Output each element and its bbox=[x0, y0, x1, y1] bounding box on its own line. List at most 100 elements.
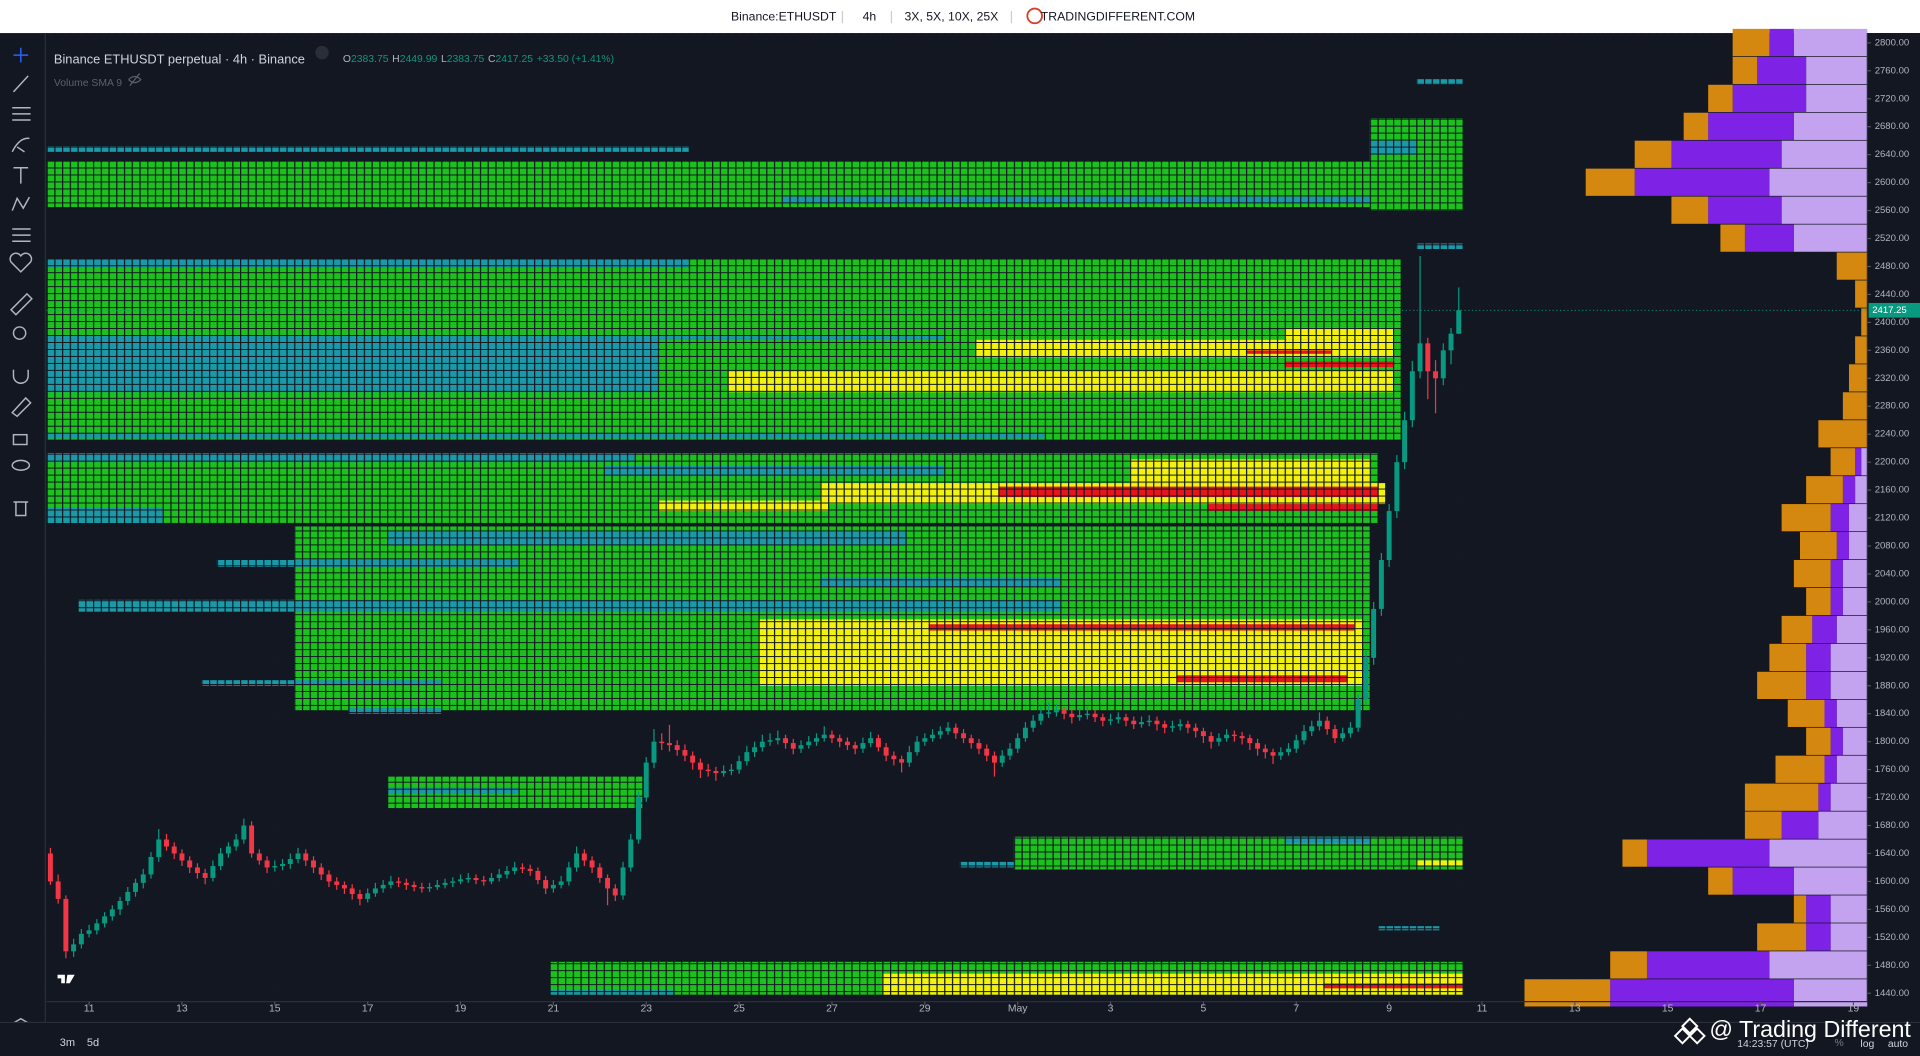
profile-bar bbox=[1708, 196, 1782, 224]
profile-bar bbox=[1806, 587, 1831, 616]
candle-body bbox=[1193, 727, 1199, 732]
drawing-toolbar bbox=[9, 33, 46, 1056]
candle-body bbox=[365, 893, 371, 899]
candle-body bbox=[1262, 748, 1268, 753]
candle-body bbox=[543, 880, 549, 889]
candle-body bbox=[1046, 712, 1052, 714]
candle-body bbox=[697, 762, 703, 770]
profile-bar bbox=[1793, 867, 1868, 895]
zoom-tool[interactable] bbox=[12, 326, 27, 340]
candle-body bbox=[1324, 720, 1330, 730]
candle-body bbox=[357, 894, 363, 899]
candle-body bbox=[419, 887, 425, 889]
profile-bar bbox=[1830, 923, 1868, 951]
profile-bar bbox=[1848, 364, 1868, 392]
candle-body bbox=[1425, 343, 1431, 372]
lock-drawing-tool[interactable] bbox=[11, 396, 32, 418]
candle-body bbox=[1115, 717, 1121, 720]
candle-body bbox=[465, 877, 471, 880]
candle-body bbox=[63, 898, 69, 952]
symbol[interactable]: Binance:ETHUSDT bbox=[731, 9, 837, 23]
candle-body bbox=[1200, 731, 1206, 737]
candle-body bbox=[504, 870, 510, 875]
y-tick-label: 2720.00 bbox=[1875, 93, 1910, 104]
profile-bar bbox=[1634, 168, 1770, 196]
delete-tool[interactable] bbox=[13, 501, 29, 517]
candle-body bbox=[388, 881, 394, 885]
profile-bar bbox=[1708, 867, 1733, 895]
candle-body bbox=[1409, 371, 1415, 421]
lock-tool[interactable] bbox=[12, 433, 28, 446]
magnet-tool[interactable] bbox=[12, 369, 29, 384]
candle-body bbox=[589, 860, 595, 868]
favorites-tool[interactable] bbox=[9, 252, 33, 273]
auto-toggle[interactable]: auto bbox=[1888, 1039, 1908, 1050]
profile-bar bbox=[1836, 615, 1868, 644]
x-tick-label: 13 bbox=[176, 1004, 188, 1015]
hidden-icon[interactable] bbox=[128, 73, 142, 87]
candle-body bbox=[868, 738, 874, 744]
site-logo bbox=[1026, 7, 1043, 25]
fib-tool[interactable] bbox=[12, 107, 31, 121]
candle-body bbox=[535, 870, 541, 881]
profile-bar bbox=[1806, 727, 1831, 755]
profile-bar bbox=[1806, 671, 1831, 700]
profile-bar bbox=[1769, 28, 1794, 57]
profile-bar bbox=[1671, 196, 1709, 224]
candle-body bbox=[1255, 743, 1261, 749]
indicator-title[interactable]: Volume SMA 9 bbox=[54, 78, 122, 89]
visibility-tool[interactable] bbox=[11, 459, 31, 471]
profile-bar bbox=[1836, 699, 1868, 727]
candle-body bbox=[1146, 720, 1152, 723]
crosshair-tool[interactable] bbox=[13, 47, 29, 63]
y-tick-label: 2360.00 bbox=[1875, 345, 1910, 356]
profile-bar bbox=[1769, 839, 1868, 867]
percent-toggle[interactable]: % bbox=[1835, 1038, 1844, 1049]
text-tool[interactable] bbox=[13, 167, 29, 184]
candle-body bbox=[1100, 717, 1106, 721]
profile-bar bbox=[1646, 839, 1770, 867]
candle-body bbox=[280, 863, 286, 867]
candle-body bbox=[241, 825, 247, 840]
candles bbox=[46, 255, 1868, 959]
candle-body bbox=[218, 853, 224, 867]
candle-body bbox=[78, 933, 84, 945]
candle-body bbox=[914, 741, 920, 753]
candle-body bbox=[968, 738, 974, 744]
profile-bar bbox=[1769, 643, 1807, 672]
candle-body bbox=[1440, 350, 1446, 379]
trendline-tool[interactable] bbox=[12, 75, 29, 93]
ruler-tool[interactable] bbox=[9, 292, 33, 316]
candle-body bbox=[1177, 724, 1183, 727]
profile-bar bbox=[1622, 839, 1647, 867]
pattern-tool[interactable] bbox=[11, 196, 31, 211]
log-toggle[interactable]: log bbox=[1860, 1039, 1874, 1050]
range-button[interactable]: 5d bbox=[87, 1037, 99, 1049]
watermark: @ Trading Different bbox=[1709, 1016, 1911, 1042]
candle-body bbox=[705, 769, 711, 772]
series-title: Binance ETHUSDT perpetual · 4h · Binance bbox=[54, 51, 305, 66]
interval[interactable]: 4h bbox=[863, 9, 877, 23]
profile-bar bbox=[1610, 951, 1647, 979]
profile-bar bbox=[1781, 196, 1868, 224]
candle-body bbox=[1239, 736, 1245, 739]
heatmap-cell-grid bbox=[46, 33, 1868, 1002]
candle-body bbox=[752, 747, 758, 753]
x-tick-label: 21 bbox=[548, 1004, 560, 1015]
candle-body bbox=[922, 738, 928, 742]
forecast-tool[interactable] bbox=[12, 228, 31, 242]
open-label: O bbox=[343, 54, 351, 65]
clock: 14:23:57 (UTC) bbox=[1737, 1039, 1809, 1050]
candle-body bbox=[489, 877, 494, 882]
range-button[interactable]: 3m bbox=[60, 1037, 75, 1049]
candle-body bbox=[930, 734, 936, 739]
ohlc-values: O2383.75 H2449.99 L2383.75 C2417.25 +33.50 (… bbox=[343, 54, 614, 65]
profile-bar bbox=[1781, 140, 1868, 168]
brush-tool[interactable] bbox=[11, 137, 30, 153]
x-tick-label: 13 bbox=[1569, 1004, 1581, 1015]
profile-bar bbox=[1781, 504, 1831, 532]
x-tick-label: 25 bbox=[733, 1004, 745, 1015]
candle-body bbox=[156, 839, 162, 857]
site[interactable]: TRADINGDIFFERENT.COM bbox=[1041, 9, 1195, 23]
profile-bar bbox=[1848, 504, 1868, 532]
